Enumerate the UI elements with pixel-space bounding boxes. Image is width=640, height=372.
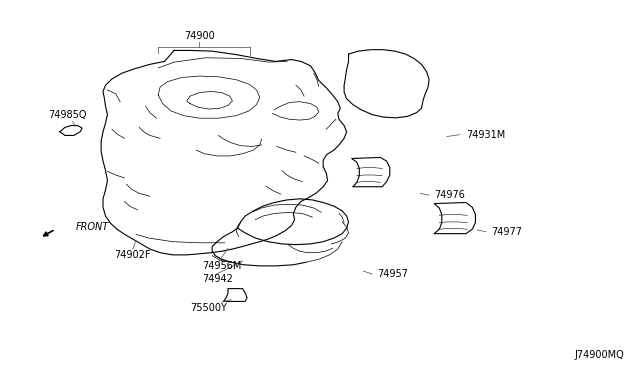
Text: FRONT: FRONT — [76, 222, 109, 232]
Text: 74957: 74957 — [377, 269, 408, 279]
Text: 75500Y: 75500Y — [191, 303, 227, 313]
Text: 74902F: 74902F — [115, 250, 151, 260]
Text: 74985Q: 74985Q — [49, 110, 87, 120]
Text: 74942: 74942 — [203, 274, 234, 284]
Text: J74900MQ: J74900MQ — [575, 350, 625, 360]
Text: 74977: 74977 — [492, 227, 522, 237]
Text: 74900: 74900 — [184, 31, 215, 41]
Text: 74956M: 74956M — [203, 261, 242, 271]
Text: 74976: 74976 — [434, 190, 465, 200]
Text: 74931M: 74931M — [466, 130, 505, 140]
